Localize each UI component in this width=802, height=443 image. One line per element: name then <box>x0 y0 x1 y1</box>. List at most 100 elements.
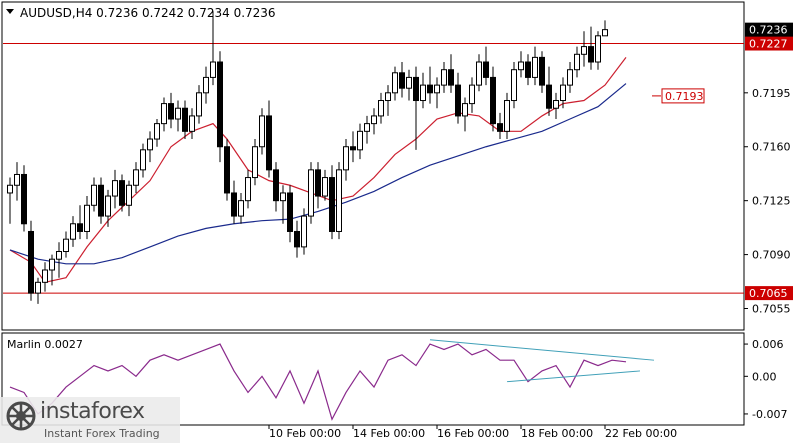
dropdown-arrow-icon[interactable] <box>6 9 14 14</box>
candle-body <box>392 72 398 94</box>
candle-body <box>217 61 223 148</box>
logo-mark-icon <box>6 401 36 431</box>
target-label: 0.7193 <box>652 88 705 104</box>
candle-body <box>581 46 587 55</box>
current-price-label: 0.7236 <box>749 24 788 37</box>
indicator-y-tick-label: 0.00 <box>752 370 777 383</box>
horizontal-levels <box>3 43 744 294</box>
candle-body <box>133 169 139 186</box>
candle-body <box>525 61 531 78</box>
candle-body <box>77 223 83 232</box>
level-price-box <box>745 286 793 301</box>
candle-body <box>420 84 426 102</box>
indicator-trendline <box>506 370 641 383</box>
candle-body <box>336 169 342 232</box>
candle-body <box>322 177 328 197</box>
candle-body <box>105 195 111 217</box>
candle-body <box>14 173 20 186</box>
candle-body <box>483 61 489 78</box>
candle-body <box>350 146 356 151</box>
candle-body <box>70 223 76 240</box>
candle-body <box>287 192 293 232</box>
candle-body <box>91 184 97 206</box>
candle-body <box>84 204 90 232</box>
candle-body <box>126 184 132 206</box>
candle-body <box>196 92 202 117</box>
candle-body <box>567 69 573 86</box>
candle-body <box>280 192 286 202</box>
candle-body <box>329 177 335 232</box>
candle-body <box>413 76 419 102</box>
candle-body <box>434 84 440 94</box>
candle-body <box>539 56 545 86</box>
candle-body <box>147 138 153 151</box>
candle-body <box>532 56 538 78</box>
indicator-trendline <box>429 339 655 361</box>
main-panel <box>1 1 745 331</box>
candle-body <box>63 238 69 253</box>
candle-body <box>497 123 503 132</box>
candle-body <box>98 184 104 217</box>
candle-body <box>175 107 181 120</box>
candle-body <box>154 123 160 140</box>
candle-body <box>161 103 167 125</box>
candle-body <box>588 46 594 63</box>
marlin-line <box>9 343 627 421</box>
candle-body <box>112 180 118 197</box>
candle-body <box>343 146 349 171</box>
candle-body <box>49 258 55 271</box>
candle-body <box>406 76 412 89</box>
candle-body <box>560 84 566 102</box>
candle-body <box>462 103 468 117</box>
candle-body <box>490 76 496 125</box>
logo-tagline: Instant Forex Trading <box>44 427 160 440</box>
x-tick-label: 22 Feb 00:00 <box>605 427 677 440</box>
x-tick-label: 10 Feb 00:00 <box>269 427 341 440</box>
candle-body <box>56 251 62 260</box>
candle-body <box>448 69 454 86</box>
marlin-indicator: 0.006 0.00 -0.007 <box>9 338 787 421</box>
indicator-y-tick-label: -0.007 <box>752 408 787 421</box>
candle-body <box>224 146 230 194</box>
y-tick-label: 0.7160 <box>752 141 791 154</box>
indicator-y-tick-label: 0.006 <box>752 338 784 351</box>
candle-body <box>504 100 510 132</box>
candle-body <box>385 92 391 102</box>
candle-body <box>399 72 405 89</box>
candle-body <box>231 192 237 217</box>
candle-body <box>273 169 279 202</box>
symbol-header: AUDUSD,H4 0.7236 0.7242 0.7234 0.7236 <box>20 6 276 20</box>
candle-body <box>252 146 258 179</box>
level-price-box <box>745 36 793 51</box>
time-axis: 10 Feb 00:00 14 Feb 00:00 16 Feb 00:00 18 F… <box>268 425 677 440</box>
candle-body <box>546 84 552 109</box>
price-axis: 0.7227 0.7065 0.7195 0.7160 0.7125 0.7090 0.70… <box>744 22 793 316</box>
y-tick-label: 0.7195 <box>752 87 791 100</box>
candle-body <box>119 180 125 206</box>
candle-body <box>441 69 447 86</box>
candle-body <box>21 173 27 225</box>
candle-body <box>245 177 251 202</box>
candle-body <box>427 84 433 94</box>
candle-body <box>371 115 377 125</box>
candle-body <box>210 61 216 78</box>
candle-body <box>455 84 461 117</box>
level-price-label: 0.7227 <box>749 38 788 51</box>
logo-name: instaforex <box>40 399 145 424</box>
candle-body <box>238 200 244 217</box>
candle-body <box>182 107 188 132</box>
indicator-label: Marlin 0.0027 <box>7 338 83 351</box>
svg-text:0.7193: 0.7193 <box>665 90 704 103</box>
candle-body <box>203 76 209 94</box>
y-tick-label: 0.7125 <box>752 195 791 208</box>
candle-body <box>364 123 370 132</box>
candle-body <box>315 169 321 197</box>
candle-body <box>28 230 34 294</box>
candle-body <box>42 269 48 283</box>
x-tick-label: 18 Feb 00:00 <box>521 427 593 440</box>
candle-body <box>308 169 314 217</box>
candle-body <box>476 61 482 86</box>
candle-body <box>574 53 580 71</box>
candle-body <box>518 61 524 71</box>
